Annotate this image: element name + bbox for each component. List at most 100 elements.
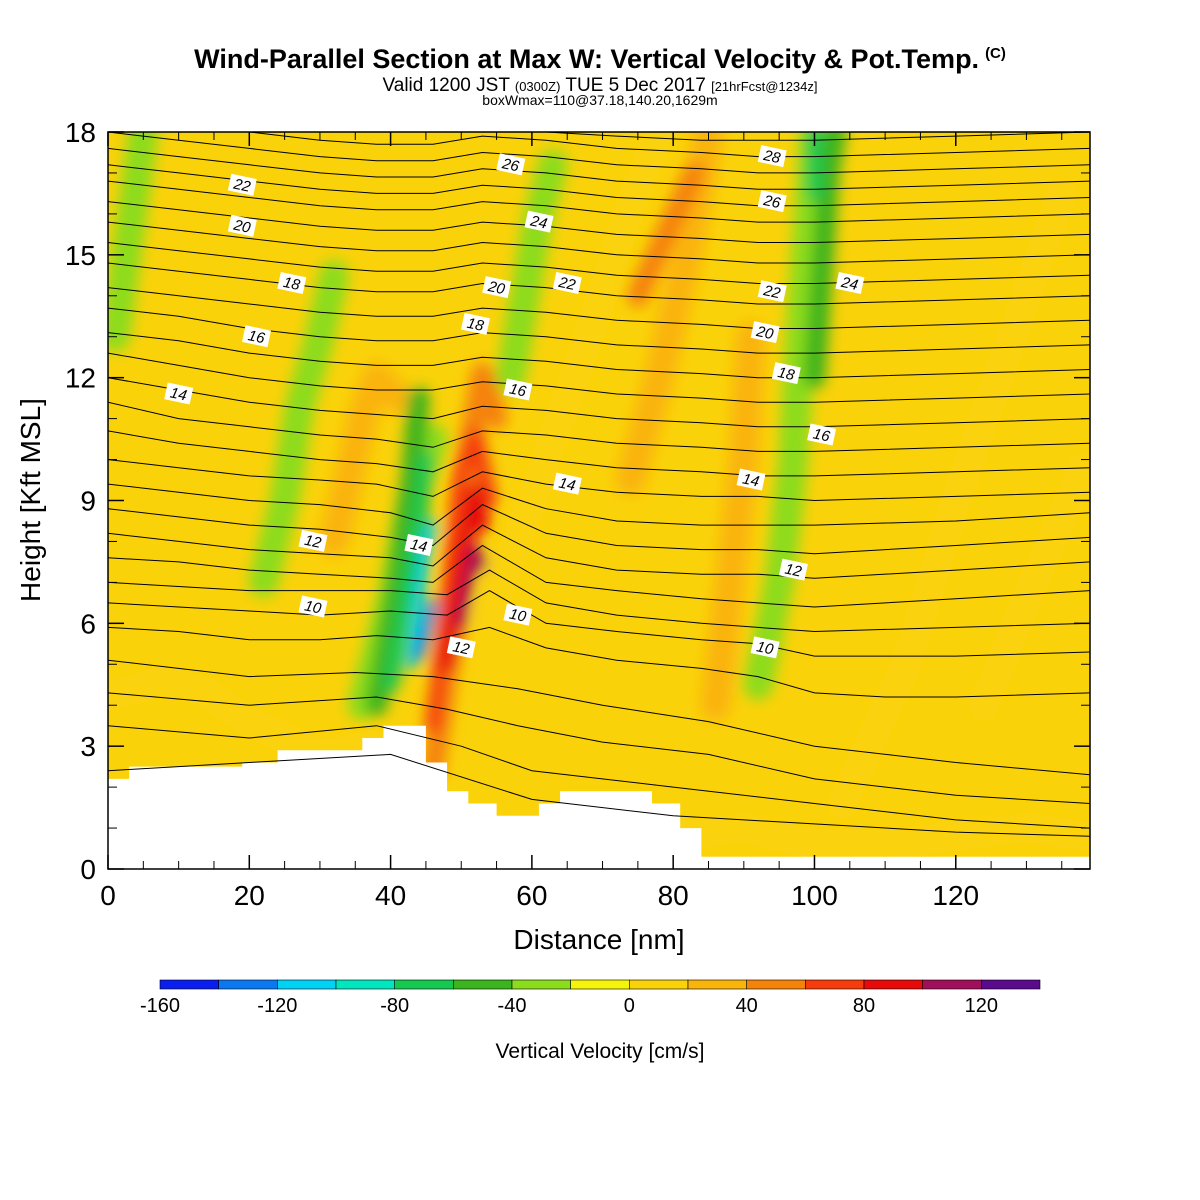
isentrope-label-31: 28 xyxy=(757,145,787,168)
isentrope-label-13: 14 xyxy=(164,382,194,405)
isentrope-line-19 xyxy=(108,262,1090,305)
colorbar-bin xyxy=(511,979,572,990)
isentrope-line-24 xyxy=(108,164,1090,207)
isentrope-label-text: 12 xyxy=(451,638,471,658)
isentrope-line-27 xyxy=(249,132,1090,158)
isentrope-label-text: 26 xyxy=(761,192,782,212)
copyright-mark: (C) xyxy=(985,45,1006,62)
valid-utc: (0300Z) xyxy=(514,79,561,94)
isentrope-label-box xyxy=(757,145,787,168)
isentrope-label-22: 20 xyxy=(482,276,512,298)
isentrope-label-box xyxy=(461,312,490,335)
colorbar-bin xyxy=(218,979,278,990)
isentrope-label-text: 18 xyxy=(776,364,796,384)
isentrope-line-21 xyxy=(108,221,1090,264)
isentrope-label-text: 14 xyxy=(409,536,429,556)
isentrope-label-9: 12 xyxy=(778,558,808,581)
isentrope-label-text: 22 xyxy=(761,282,782,302)
isentrope-label-text: 10 xyxy=(303,597,323,617)
isentrope-label-27: 24 xyxy=(524,210,554,233)
colorbar-tick-label: 80 xyxy=(853,995,875,1017)
isentrope-label-text: 14 xyxy=(741,470,761,490)
isentrope-label-7: 12 xyxy=(298,529,328,552)
isentrope-label-text: 12 xyxy=(783,561,803,581)
valid-prefix: Valid 1200 JST xyxy=(382,75,510,96)
colorbar-tick-label: 40 xyxy=(736,995,758,1017)
colorbar-tick-label: 120 xyxy=(965,995,998,1017)
isentrope-label-text: 16 xyxy=(811,425,831,445)
isentrope-label-29: 26 xyxy=(496,153,526,176)
y-tick-label: 18 xyxy=(65,117,96,148)
y-tick-label: 6 xyxy=(80,608,96,639)
box-info-line: boxWmax=110@37.18,140.20,1629m xyxy=(0,92,1200,108)
isentrope-label-text: 20 xyxy=(231,216,252,236)
y-axis: 0 3 6 9 12 15 18 xyxy=(65,117,1090,885)
isentrope-label-box xyxy=(757,190,787,213)
box-info: boxWmax=110@37.18,140.20,1629m xyxy=(482,92,718,108)
colorbar-tick-label: -120 xyxy=(257,995,297,1017)
isentrope-label-5: 10 xyxy=(503,603,533,626)
x-tick-label: 60 xyxy=(516,880,547,911)
isentrope-label-text: 26 xyxy=(500,155,521,175)
isentrope-label-box xyxy=(807,423,837,446)
isentrope-label-25: 22 xyxy=(757,280,787,302)
velocity-feature-11 xyxy=(439,484,491,673)
terrain xyxy=(108,725,1090,869)
isentrope-line-12 xyxy=(108,430,1090,477)
isentrope-label-24: 22 xyxy=(552,271,582,294)
velocity-feature-7 xyxy=(700,321,766,721)
velocity-feature-23 xyxy=(413,597,438,662)
terrain-mask xyxy=(108,725,1090,869)
isentrope-label-8: 12 xyxy=(446,636,476,659)
colorbar-bin xyxy=(687,979,748,990)
isentrope-label-box xyxy=(496,153,526,176)
isentrope-label-box xyxy=(835,271,865,295)
isentrope-label-4: 10 xyxy=(298,595,328,618)
colorbar-tick-label: -160 xyxy=(140,995,180,1017)
colorbar-bin xyxy=(276,979,337,990)
velocity-feature-6 xyxy=(615,132,724,495)
velocity-feature-14 xyxy=(248,260,350,598)
isentrope-label-6: 10 xyxy=(750,636,780,659)
colorbar-bin xyxy=(804,979,865,990)
velocity-feature-22 xyxy=(406,520,438,670)
isentrope-label-28: 24 xyxy=(835,271,865,295)
isentrope-label-text: 20 xyxy=(486,278,507,298)
colorbar-bin xyxy=(452,979,513,990)
isentrope-label-box xyxy=(227,173,257,196)
isentrope-line-0 xyxy=(108,753,1090,837)
isentrope-label-text: 18 xyxy=(282,274,302,294)
isentrope-label-10: 14 xyxy=(404,533,434,557)
isentrope-label-box xyxy=(778,558,808,581)
isentrope-label-text: 24 xyxy=(839,274,860,294)
x-tick-label: 20 xyxy=(234,880,265,911)
velocity-feature-2 xyxy=(474,132,675,631)
chart-title: Wind-Parallel Section at Max W: Vertical… xyxy=(0,44,1200,75)
isentrope-label-text: 22 xyxy=(231,175,252,195)
isentrope-label-text: 10 xyxy=(508,606,528,626)
isentrope-line-3 xyxy=(108,659,1090,776)
y-tick-label: 3 xyxy=(80,731,96,762)
isentrope-line-13 xyxy=(108,401,1090,452)
isentrope-line-4 xyxy=(108,626,1090,698)
isentrope-label-box xyxy=(552,472,582,495)
isentrope-line-26 xyxy=(108,132,1090,174)
isentrope-label-text: 12 xyxy=(303,532,323,552)
isentrope-label-21: 20 xyxy=(750,321,780,343)
isentrope-line-20 xyxy=(108,242,1090,284)
x-axis-label: Distance [nm] xyxy=(513,924,684,955)
isentrope-label-18: 18 xyxy=(461,312,490,335)
isentrope-label-box xyxy=(404,533,434,557)
isentrope-label-11: 14 xyxy=(552,472,582,495)
isentrope-label-17: 16 xyxy=(242,325,271,347)
y-tick-label: 9 xyxy=(80,486,96,517)
colorbar-bin xyxy=(863,979,924,990)
x-tick-label: 40 xyxy=(375,880,406,911)
isentrope-label-text: 16 xyxy=(508,380,528,400)
isentrope-line-11 xyxy=(108,459,1090,502)
isentrope-line-10 xyxy=(108,483,1090,526)
y-axis-label: Height [Kft MSL] xyxy=(15,398,46,602)
isentrope-line-23 xyxy=(108,180,1090,223)
isentrope-label-box xyxy=(227,214,257,237)
